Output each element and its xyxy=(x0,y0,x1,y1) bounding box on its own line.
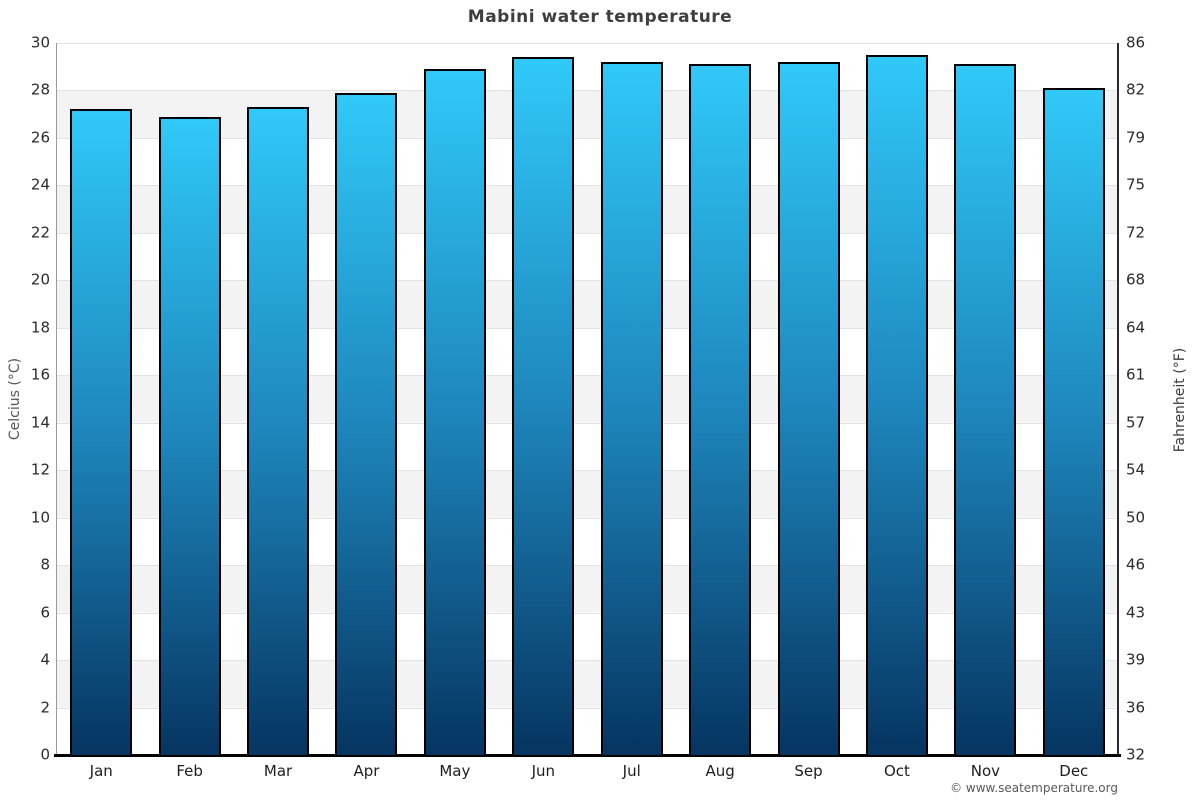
temperature-bar-apr xyxy=(335,92,398,755)
gridline xyxy=(57,707,1118,709)
celsius-tick-label: 2 xyxy=(40,698,50,717)
month-label-jan: Jan xyxy=(89,762,113,780)
gridline xyxy=(57,232,1118,234)
celsius-tick-label: 22 xyxy=(30,223,50,242)
celsius-tick-label: 6 xyxy=(40,603,50,622)
celsius-tick-label: 16 xyxy=(30,365,50,384)
month-label-oct: Oct xyxy=(883,762,910,780)
gridline xyxy=(57,90,1118,92)
temperature-bar-may xyxy=(423,69,486,755)
temperature-bar-feb xyxy=(158,116,221,755)
celsius-tick-label: 14 xyxy=(30,413,50,432)
temperature-bar-aug xyxy=(689,64,752,755)
month-label-sep: Sep xyxy=(794,762,823,780)
temperature-bar-sep xyxy=(777,61,840,755)
month-label-may: May xyxy=(439,762,471,780)
gridline xyxy=(57,327,1118,329)
gridline xyxy=(57,185,1118,187)
gridline xyxy=(57,565,1118,567)
gridline xyxy=(57,660,1118,662)
temperature-bar-oct xyxy=(865,54,928,755)
gridline xyxy=(57,422,1118,424)
fahrenheit-tick-label: 75 xyxy=(1126,175,1146,194)
fahrenheit-tick-label: 50 xyxy=(1126,508,1146,527)
fahrenheit-tick-label: 64 xyxy=(1126,318,1146,337)
celsius-tick-label: 24 xyxy=(30,175,50,194)
month-label-aug: Aug xyxy=(705,762,735,780)
x-axis-line xyxy=(54,754,1121,757)
month-label-dec: Dec xyxy=(1059,762,1089,780)
fahrenheit-tick-label: 61 xyxy=(1126,365,1146,384)
fahrenheit-tick-label: 36 xyxy=(1126,698,1146,717)
temperature-bar-mar xyxy=(247,107,310,755)
fahrenheit-tick-label: 68 xyxy=(1126,270,1146,289)
plot-area xyxy=(57,43,1118,755)
celsius-tick-label: 18 xyxy=(30,318,50,337)
watermark-credit: © www.seatemperature.org xyxy=(950,781,1118,795)
month-label-mar: Mar xyxy=(263,762,293,780)
y-axis-title-celsius: Celcius (°C) xyxy=(7,357,23,441)
fahrenheit-tick-label: 82 xyxy=(1126,80,1146,99)
celsius-tick-label: 26 xyxy=(30,128,50,147)
month-label-nov: Nov xyxy=(970,762,1001,780)
temperature-bar-jul xyxy=(600,61,663,755)
celsius-tick-label: 30 xyxy=(30,33,50,52)
fahrenheit-tick-label: 32 xyxy=(1126,745,1146,764)
y-axis-line-left xyxy=(56,43,57,755)
temperature-bar-nov xyxy=(954,64,1017,755)
celsius-tick-label: 4 xyxy=(40,650,50,669)
gridline xyxy=(57,517,1118,519)
gridline xyxy=(57,612,1118,614)
gridline xyxy=(57,43,1118,44)
fahrenheit-tick-label: 43 xyxy=(1126,603,1146,622)
chart-title: Mabini water temperature xyxy=(467,7,733,27)
fahrenheit-tick-label: 54 xyxy=(1126,460,1146,479)
y-axis-title-fahrenheit: Fahrenheit (°F) xyxy=(1172,347,1188,453)
celsius-tick-label: 20 xyxy=(30,270,50,289)
month-label-apr: Apr xyxy=(353,762,380,780)
fahrenheit-tick-label: 72 xyxy=(1126,223,1146,242)
celsius-tick-label: 28 xyxy=(30,80,50,99)
y-axis-line-right xyxy=(1117,43,1119,755)
fahrenheit-tick-label: 39 xyxy=(1126,650,1146,669)
temperature-bar-jun xyxy=(512,57,575,755)
month-label-feb: Feb xyxy=(176,762,203,780)
temperature-bar-dec xyxy=(1042,88,1105,755)
fahrenheit-tick-label: 46 xyxy=(1126,555,1146,574)
gridline xyxy=(57,470,1118,472)
celsius-tick-label: 10 xyxy=(30,508,50,527)
fahrenheit-tick-label: 57 xyxy=(1126,413,1146,432)
month-label-jul: Jul xyxy=(622,762,641,780)
temperature-bar-jan xyxy=(70,109,133,755)
fahrenheit-tick-label: 86 xyxy=(1126,33,1146,52)
gridline xyxy=(57,375,1118,377)
celsius-tick-label: 12 xyxy=(30,460,50,479)
gridline xyxy=(57,280,1118,282)
celsius-tick-label: 8 xyxy=(40,555,50,574)
month-label-jun: Jun xyxy=(531,762,555,780)
celsius-tick-label: 0 xyxy=(40,745,50,764)
gridline xyxy=(57,137,1118,139)
fahrenheit-tick-label: 79 xyxy=(1126,128,1146,147)
